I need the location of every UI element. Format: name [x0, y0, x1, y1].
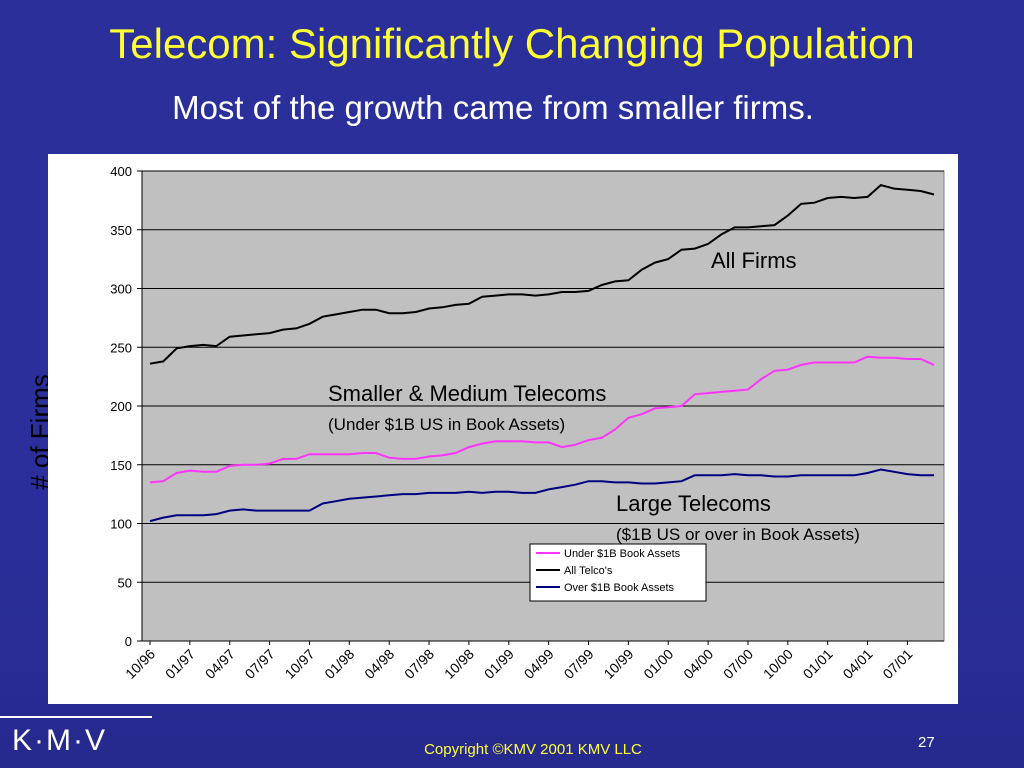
x-tick-label: 07/97	[242, 646, 278, 682]
x-tick-label: 04/00	[680, 646, 716, 682]
series-line-2	[149, 468, 934, 523]
y-tick-label: 250	[110, 340, 132, 355]
x-tick-label: 07/99	[561, 646, 597, 682]
x-tick-label: 01/99	[481, 646, 517, 682]
y-tick-label: 100	[110, 517, 132, 532]
chart-panel: 0 50 100 150 200 250 300 350 400 10/96 01/97 04/97 0…	[48, 154, 958, 704]
x-tick-label: 10/97	[281, 646, 317, 682]
y-tick-label: 50	[118, 575, 132, 590]
x-tick-label: 04/01	[840, 646, 876, 682]
kmv-logo: K·M·V	[12, 724, 107, 757]
x-tick-label: 07/01	[879, 646, 915, 682]
x-tick-label: 07/00	[720, 646, 756, 682]
x-tick-label: 01/97	[162, 646, 198, 682]
legend-label-2: Over $1B Book Assets	[564, 582, 675, 594]
slide-title: Telecom: Significantly Changing Populati…	[109, 20, 915, 67]
x-tick-label: 10/99	[600, 646, 636, 682]
y-tick-label: 0	[125, 634, 132, 649]
series-line-1	[149, 183, 935, 365]
x-tick-label: 01/98	[321, 646, 357, 682]
x-tick-label: 04/97	[202, 646, 238, 682]
annotation-small-title: Smaller & Medium Telecoms	[328, 381, 606, 406]
x-tick-label: 01/00	[640, 646, 676, 682]
legend-label-0: Under $1B Book Assets	[564, 548, 681, 560]
copyright-text: Copyright ©KMV 2001 KMV LLC	[424, 741, 642, 758]
page-number: 27	[918, 734, 935, 751]
annotation-all-firms: All Firms	[711, 248, 797, 273]
x-tick-label: 10/98	[441, 646, 477, 682]
x-tick-label: 01/01	[800, 646, 836, 682]
annotation-large-title: Large Telecoms	[616, 491, 771, 516]
slide-subtitle: Most of the growth came from smaller fir…	[172, 89, 814, 126]
annotation-small-sub: (Under $1B US in Book Assets)	[328, 415, 565, 434]
x-tick-label: 04/99	[521, 646, 557, 682]
x-tick-label: 04/98	[361, 646, 397, 682]
y-tick-label: 300	[110, 282, 132, 297]
y-tick-label: 200	[110, 399, 132, 414]
x-tick-label: 07/98	[401, 646, 437, 682]
series-line-0	[149, 355, 935, 484]
y-tick-label: 150	[110, 458, 132, 473]
x-tick-label: 10/96	[122, 646, 158, 682]
legend-label-1: All Telco's	[564, 565, 613, 577]
y-tick-label: 350	[110, 223, 132, 238]
y-tick-label: 400	[110, 164, 132, 179]
annotation-large-sub: ($1B US or over in Book Assets)	[616, 525, 860, 544]
x-tick-label: 10/00	[760, 646, 796, 682]
footer-rule	[0, 716, 152, 718]
